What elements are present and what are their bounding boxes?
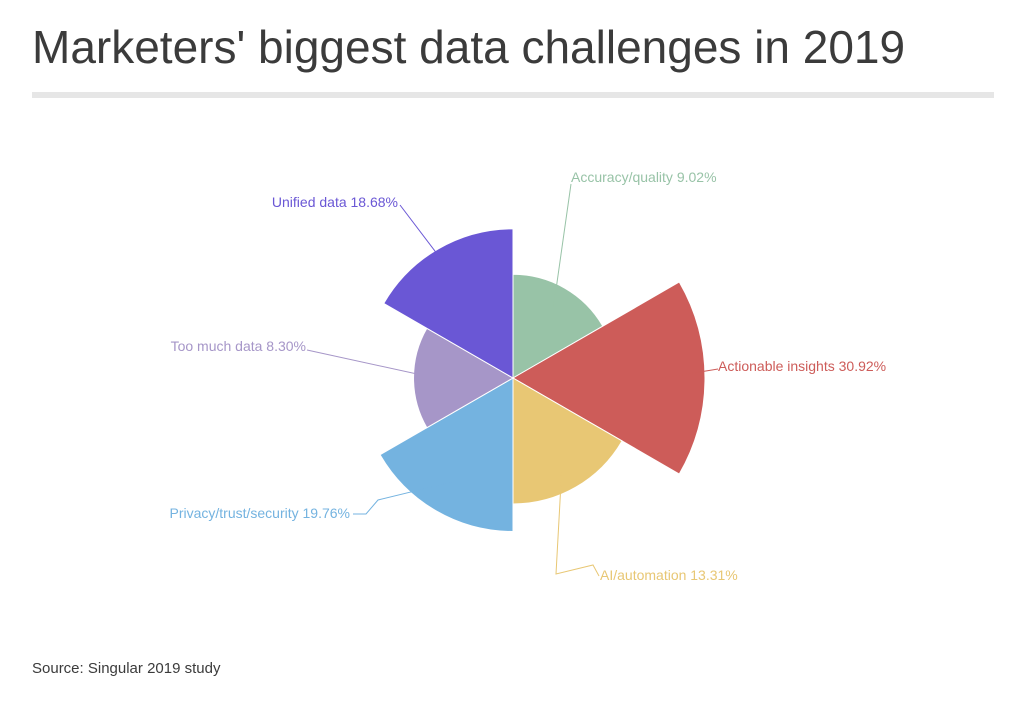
slice-privacy-trust-security[interactable] bbox=[379, 377, 514, 532]
slice-label: Unified data 18.68% bbox=[272, 194, 398, 210]
slice-label: Privacy/trust/security 19.76% bbox=[169, 505, 350, 521]
slice-actionable-insights[interactable] bbox=[511, 281, 706, 475]
leader-line bbox=[662, 368, 719, 379]
slice-accuracy-quality[interactable] bbox=[512, 273, 604, 379]
slice-label: Accuracy/quality 9.02% bbox=[571, 169, 717, 185]
source-note: Source: Singular 2019 study bbox=[32, 660, 221, 677]
title-divider bbox=[32, 92, 994, 98]
slice-too-much-data[interactable] bbox=[413, 327, 514, 429]
leader-line bbox=[399, 204, 456, 278]
slice-label: AI/automation 13.31% bbox=[600, 567, 738, 583]
leader-line bbox=[306, 349, 436, 379]
slice-label: Too much data 8.30% bbox=[171, 338, 306, 354]
slice-unified-data[interactable] bbox=[383, 228, 514, 379]
slice-label: Actionable insights 30.92% bbox=[718, 358, 886, 374]
leader-line bbox=[555, 463, 600, 577]
leader-line bbox=[353, 481, 454, 515]
leader-line bbox=[552, 183, 572, 308]
chart-title: Marketers' biggest data challenges in 20… bbox=[32, 21, 906, 73]
slice-ai-automation[interactable] bbox=[512, 377, 623, 505]
